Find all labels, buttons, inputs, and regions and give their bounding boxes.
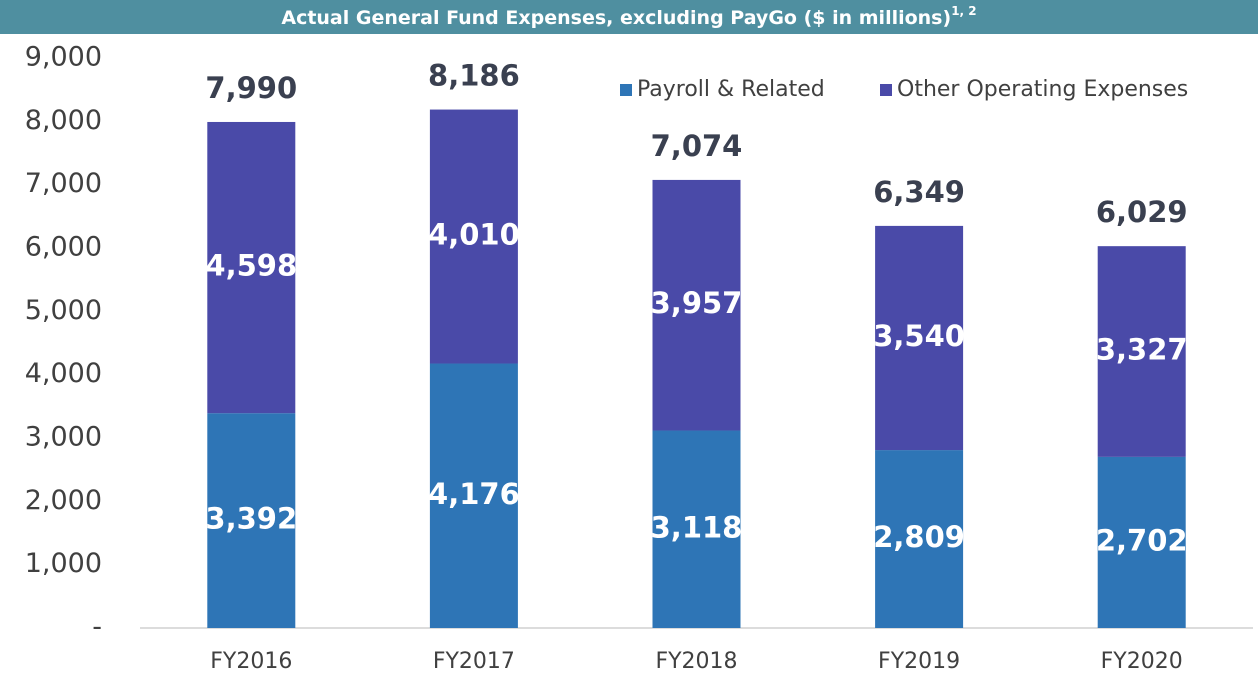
x-tick-label: FY2019: [878, 649, 960, 674]
title-banner: [0, 0, 1258, 34]
total-label: 7,074: [651, 129, 743, 163]
bar-segment: [207, 121, 296, 414]
segment-label: 2,702: [1096, 523, 1188, 557]
chart-title-group: Actual General Fund Expenses, excluding …: [281, 4, 976, 29]
bar-segment: [207, 413, 296, 628]
total-label: 6,349: [873, 175, 965, 209]
y-tick-label: 8,000: [25, 105, 102, 136]
y-tick-label: 2,000: [25, 485, 102, 516]
chart-title: Actual General Fund Expenses, excluding …: [281, 7, 951, 29]
bar-segment: [1097, 246, 1186, 457]
segment-label: 3,540: [873, 319, 965, 353]
x-tick-label: FY2017: [433, 649, 515, 674]
bar-segment: [652, 430, 741, 628]
bar-segment: [875, 225, 964, 451]
bar-segment: [875, 450, 964, 628]
legend-swatch: [880, 84, 892, 96]
title-superscript: 1, 2: [951, 4, 976, 18]
segment-label: 3,327: [1096, 333, 1188, 367]
total-label: 7,990: [205, 71, 297, 105]
y-tick-label: 7,000: [25, 168, 102, 199]
x-tick-label: FY2018: [655, 649, 737, 674]
bar-segment: [1097, 456, 1186, 628]
y-tick-label: 3,000: [25, 422, 102, 453]
bar-segment: [652, 179, 741, 431]
segment-label: 4,176: [428, 477, 520, 511]
x-tick-label: FY2016: [210, 649, 292, 674]
total-label: 6,029: [1096, 195, 1188, 229]
y-tick-label: 5,000: [25, 295, 102, 326]
x-tick-label: FY2020: [1101, 649, 1183, 674]
y-tick-label: 1,000: [25, 548, 102, 579]
y-tick-label: 6,000: [25, 232, 102, 263]
y-tick-label: 4,000: [25, 358, 102, 389]
bar-segment: [429, 109, 518, 364]
y-tick-label: -: [92, 612, 102, 643]
segment-label: 2,809: [873, 520, 965, 554]
segment-label: 4,010: [428, 218, 520, 252]
segment-label: 3,392: [205, 502, 297, 536]
segment-label: 3,118: [651, 510, 743, 544]
y-tick-label: 9,000: [25, 42, 102, 73]
legend-label: Other Operating Expenses: [897, 77, 1188, 102]
legend-swatch: [620, 84, 632, 96]
total-label: 8,186: [428, 59, 520, 93]
bar-segment: [429, 363, 518, 628]
segment-label: 3,957: [651, 286, 743, 320]
segment-label: 4,598: [205, 249, 297, 283]
legend-label: Payroll & Related: [637, 77, 825, 102]
